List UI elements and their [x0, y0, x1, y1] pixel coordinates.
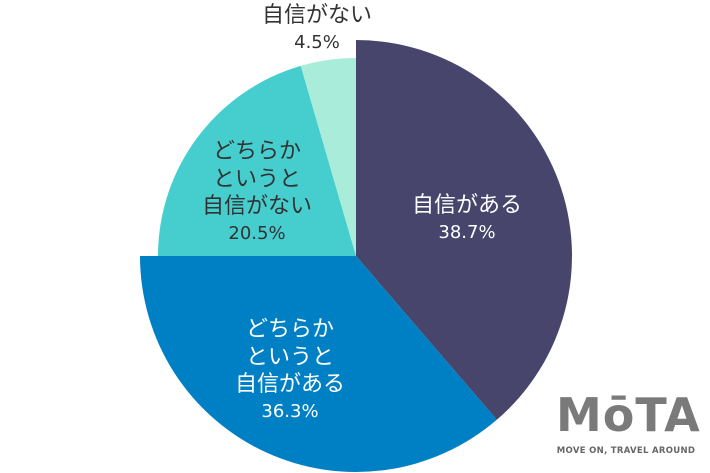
mota-tagline: MOVE ON, TRAVEL AROUND — [556, 446, 696, 456]
slice-label-confident: 自信がある 38.7% — [411, 193, 522, 243]
slice-not-confident — [300, 58, 356, 256]
mota-brand-text: MōTA — [556, 388, 701, 442]
slice-somewhat-not-confident — [158, 65, 356, 256]
slice-label-not-confident: 自信がない 4.5% — [261, 3, 372, 53]
slice-somewhat-confident — [140, 256, 497, 473]
slice-label-somewhat-confident: どちらか というと 自信がある 36.3% — [234, 317, 345, 422]
slice-label-somewhat-not-confident: どちらか というと 自信がない 20.5% — [201, 139, 312, 244]
slice-confident — [356, 39, 573, 420]
mota-watermark-logo: MōTA MOVE ON, TRAVEL AROUND — [556, 388, 701, 456]
